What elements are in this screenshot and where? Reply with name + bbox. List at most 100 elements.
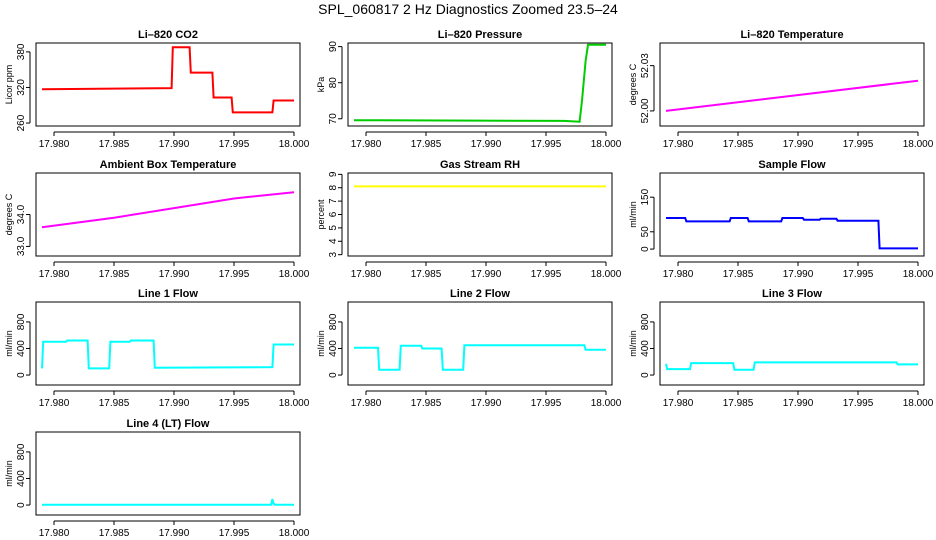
y-tick-label: 70 [328, 113, 339, 125]
series-line-line-1-flow [41, 339, 294, 370]
plot-frame [659, 42, 925, 127]
y-tick-label: 0 [328, 372, 339, 378]
y-tick-label: 0 [640, 246, 651, 252]
x-tick-label: 17.985 [723, 398, 754, 409]
x-tick-label: 17.990 [159, 139, 190, 150]
panel-li-820-co2: Li–820 CO2 Licor ppm 17.980 17.985 17.990 17.… [4, 29, 310, 150]
y-tick-label: 260 [16, 114, 27, 131]
panel-li-820-temperature: Li–820 Temperature degrees C 17.980 17.985 1… [628, 29, 934, 150]
y-tick-label: 3 [328, 251, 339, 257]
panel-ambient-box-temperature: Ambient Box Temperature degrees C 17.980 17… [4, 159, 310, 280]
x-tick-label: 17.980 [39, 139, 70, 150]
x-tick-label: 17.985 [411, 139, 442, 150]
series-line-line-4-lt-flow [42, 498, 294, 506]
series-line-line-3-flow [665, 361, 918, 371]
x-tick-label: 17.990 [783, 398, 814, 409]
plot-frame [347, 172, 613, 257]
y-tick-label: 7 [328, 198, 339, 204]
x-tick-label: 17.985 [411, 269, 442, 280]
plot-frame [659, 301, 925, 386]
y-tick-label: 8 [328, 185, 339, 191]
x-tick-label: 17.980 [351, 398, 382, 409]
y-tick-label: 800 [640, 313, 651, 330]
x-tick-label: 18.000 [903, 269, 934, 280]
y-axis-label: ml/min [628, 201, 638, 228]
y-tick-label: 5 [328, 225, 339, 231]
series-line-li-820-pressure [353, 43, 606, 123]
x-tick-label: 18.000 [279, 528, 310, 539]
x-tick-label: 17.985 [723, 269, 754, 280]
y-tick-label: 0 [16, 372, 27, 378]
x-tick-label: 17.990 [471, 269, 502, 280]
y-tick-label: 0 [16, 502, 27, 508]
y-tick-label: 800 [16, 313, 27, 330]
x-tick-label: 17.985 [723, 139, 754, 150]
x-tick-label: 17.990 [159, 269, 190, 280]
y-tick-label: 400 [16, 470, 27, 487]
x-tick-label: 18.000 [279, 398, 310, 409]
y-tick-label: 34.0 [16, 204, 27, 224]
figure-title: SPL_060817 2 Hz Diagnostics Zoomed 23.5–… [318, 1, 618, 17]
panel-title: Line 4 (LT) Flow [127, 418, 210, 430]
panel-line-2-flow: Line 2 Flow ml/min 17.980 17.985 17.990 17.99… [316, 288, 622, 409]
plot-frame [659, 172, 925, 257]
plot-frame [35, 431, 301, 516]
panel-gas-stream-rh: Gas Stream RH percent 17.980 17.985 17.990 17… [316, 159, 622, 280]
x-tick-label: 17.985 [99, 398, 130, 409]
x-tick-label: 17.980 [663, 398, 694, 409]
x-tick-label: 17.990 [159, 398, 190, 409]
x-tick-label: 17.995 [843, 139, 874, 150]
y-axis-label: ml/min [316, 330, 326, 357]
y-tick-label: 150 [640, 188, 651, 205]
x-tick-label: 17.995 [531, 269, 562, 280]
panel-title: Line 1 Flow [138, 288, 198, 300]
series-line-sample-flow [666, 217, 918, 250]
series-line-line-2-flow [354, 344, 606, 371]
panel-line-4-lt-flow: Line 4 (LT) Flow ml/min 17.980 17.985 17.990… [4, 418, 310, 539]
x-tick-label: 18.000 [903, 398, 934, 409]
panel-title: Ambient Box Temperature [100, 159, 237, 171]
series-line-ambient-box-temperature [41, 191, 295, 229]
y-tick-label: 380 [16, 43, 27, 60]
x-tick-label: 17.985 [99, 139, 130, 150]
y-tick-label: 80 [328, 77, 339, 89]
x-tick-label: 18.000 [279, 269, 310, 280]
plot-frame [35, 42, 301, 127]
plot-frame [35, 172, 301, 257]
y-tick-label: 33.0 [16, 236, 27, 256]
x-tick-label: 17.980 [663, 269, 694, 280]
x-tick-label: 17.980 [663, 139, 694, 150]
y-tick-label: 50 [640, 226, 651, 238]
x-tick-label: 17.985 [411, 398, 442, 409]
y-tick-label: 800 [328, 313, 339, 330]
x-tick-label: 17.980 [39, 528, 70, 539]
panel-sample-flow: Sample Flow ml/min 17.980 17.985 17.990 17.99… [628, 159, 934, 280]
y-axis-label: kPa [316, 77, 326, 93]
x-tick-label: 17.980 [351, 139, 382, 150]
y-axis-label: ml/min [4, 460, 14, 487]
x-tick-label: 17.995 [843, 269, 874, 280]
panel-title: Li–820 Temperature [740, 29, 843, 41]
x-tick-label: 18.000 [591, 139, 622, 150]
panel-title: Gas Stream RH [440, 159, 520, 171]
x-tick-label: 17.980 [351, 269, 382, 280]
panel-title: Line 2 Flow [450, 288, 510, 300]
panel-title: Li–820 Pressure [438, 29, 522, 41]
x-tick-label: 17.990 [471, 139, 502, 150]
x-tick-label: 18.000 [279, 139, 310, 150]
x-tick-label: 17.980 [39, 398, 70, 409]
y-axis-label: degrees C [628, 63, 638, 105]
x-tick-label: 17.995 [219, 139, 250, 150]
panel-li-820-pressure: Li–820 Pressure kPa 17.980 17.985 17.990 17.9… [316, 29, 622, 150]
y-tick-label: 6 [328, 211, 339, 217]
x-tick-label: 17.985 [99, 528, 130, 539]
y-tick-label: 9 [328, 171, 339, 177]
panel-title: Sample Flow [758, 159, 826, 171]
y-tick-label: 400 [16, 340, 27, 357]
x-tick-label: 18.000 [591, 269, 622, 280]
x-tick-label: 18.000 [591, 398, 622, 409]
panel-title: Li–820 CO2 [138, 29, 198, 41]
y-axis-label: ml/min [4, 330, 14, 357]
y-tick-label: 400 [328, 340, 339, 357]
x-tick-label: 17.995 [531, 139, 562, 150]
